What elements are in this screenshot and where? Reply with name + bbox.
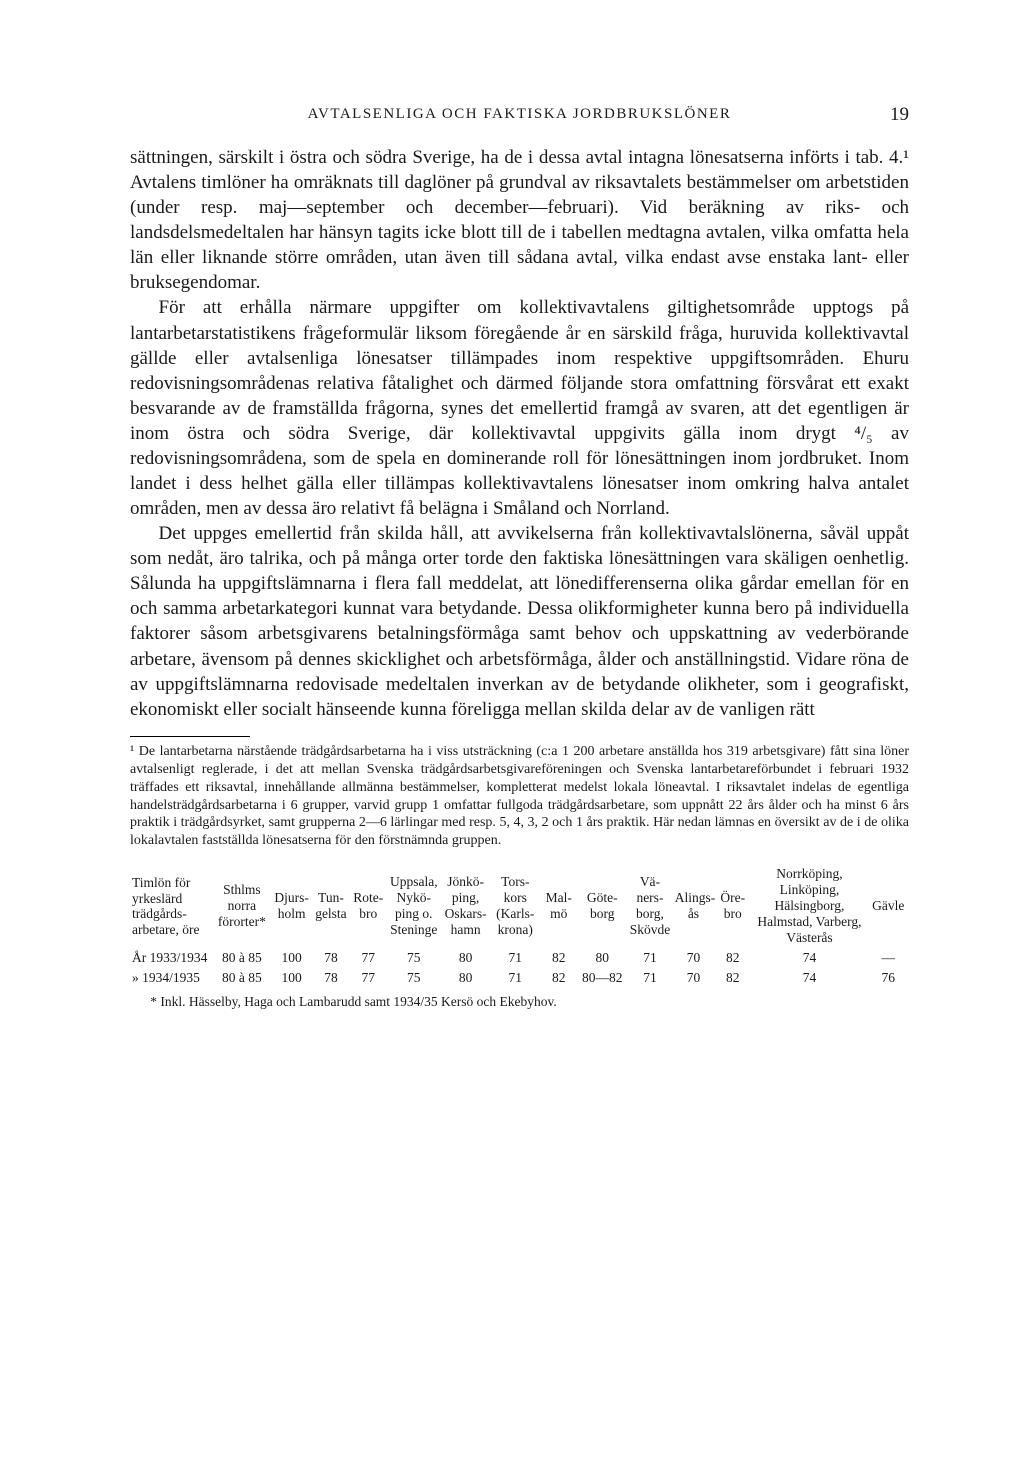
col-h-7: Mal­mö <box>540 864 577 948</box>
paragraph-2: För att erhålla närmare uppgifter om kol… <box>130 295 909 521</box>
col-h-3: Rote­bro <box>350 864 387 948</box>
cell: 71 <box>490 968 540 988</box>
page: AVTALSENLIGA OCH FAKTISKA JORDBRUKSLÖNER… <box>0 0 1024 1475</box>
col-h-2: Tun­gel­sta <box>312 864 349 948</box>
table-row: » 1934/1935 80 à 85 100 78 77 75 80 71 8… <box>130 968 909 988</box>
col-h-0: Sthlms norra förorter* <box>213 864 271 948</box>
cell: 74 <box>751 948 867 968</box>
footnote-separator <box>130 736 250 737</box>
cell: 82 <box>714 968 751 988</box>
cell: 82 <box>540 968 577 988</box>
cell: 100 <box>271 948 312 968</box>
running-head-text: AVTALSENLIGA OCH FAKTISKA JORDBRUKSLÖNER <box>308 106 732 122</box>
cell: 75 <box>387 948 441 968</box>
col-h-11: Öre­bro <box>714 864 751 948</box>
paragraph-3: Det uppges emellertid från skilda håll, … <box>130 521 909 722</box>
col-h-9: Vä­ners­borg, Sköv­de <box>627 864 673 948</box>
col-h-12: Norrköping, Linköping, Hälsingborg, Halm… <box>751 864 867 948</box>
cell: 80 <box>441 948 491 968</box>
body-text: sättningen, särskilt i östra och södra S… <box>130 145 909 722</box>
col-h-5: Jön­kö­ping, Oskars­hamn <box>441 864 491 948</box>
cell: 74 <box>751 968 867 988</box>
cell: 77 <box>350 968 387 988</box>
table-header-row: Timlön för yrkeslärd trädgårds­arbetare,… <box>130 864 909 948</box>
cell: 80—82 <box>577 968 627 988</box>
cell: 71 <box>627 968 673 988</box>
col-h-4: Upp­sala, Nykö­ping o. Ste­ninge <box>387 864 441 948</box>
cell: 80 à 85 <box>213 948 271 968</box>
wage-table: Timlön för yrkeslärd trädgårds­arbetare,… <box>130 864 909 1010</box>
paragraph-1: sättningen, särskilt i östra och södra S… <box>130 145 909 295</box>
table-footnote: * Inkl. Hässelby, Haga och Lambarudd sam… <box>130 994 909 1010</box>
col-h-13: Gävle <box>867 864 909 948</box>
cell: 80 <box>441 968 491 988</box>
footnote: ¹ De lantarbetarna närstående trädgårdsa… <box>130 743 909 850</box>
row-label-1: » 1934/1935 <box>130 968 213 988</box>
row-header: Timlön för yrkeslärd trädgårds­arbetare,… <box>130 864 213 948</box>
cell: 77 <box>350 948 387 968</box>
cell: 76 <box>867 968 909 988</box>
cell: 78 <box>312 948 349 968</box>
cell: — <box>867 948 909 968</box>
cell: 70 <box>673 968 714 988</box>
col-h-1: Djurs­holm <box>271 864 312 948</box>
col-h-10: Alings­ås <box>673 864 714 948</box>
cell: 82 <box>540 948 577 968</box>
wage-data-table: Timlön för yrkeslärd trädgårds­arbetare,… <box>130 864 909 988</box>
cell: 80 <box>577 948 627 968</box>
cell: 71 <box>490 948 540 968</box>
running-head: AVTALSENLIGA OCH FAKTISKA JORDBRUKSLÖNER… <box>130 106 909 123</box>
cell: 71 <box>627 948 673 968</box>
col-h-8: Göte­borg <box>577 864 627 948</box>
footnote-text: ¹ De lantarbetarna närstående trädgårdsa… <box>130 744 909 849</box>
cell: 70 <box>673 948 714 968</box>
col-h-6: Tors­kors (Karls­krona) <box>490 864 540 948</box>
table-row: År 1933/1934 80 à 85 100 78 77 75 80 71 … <box>130 948 909 968</box>
page-number: 19 <box>890 104 909 126</box>
row-label-0: År 1933/1934 <box>130 948 213 968</box>
cell: 100 <box>271 968 312 988</box>
cell: 82 <box>714 948 751 968</box>
cell: 78 <box>312 968 349 988</box>
cell: 80 à 85 <box>213 968 271 988</box>
cell: 75 <box>387 968 441 988</box>
